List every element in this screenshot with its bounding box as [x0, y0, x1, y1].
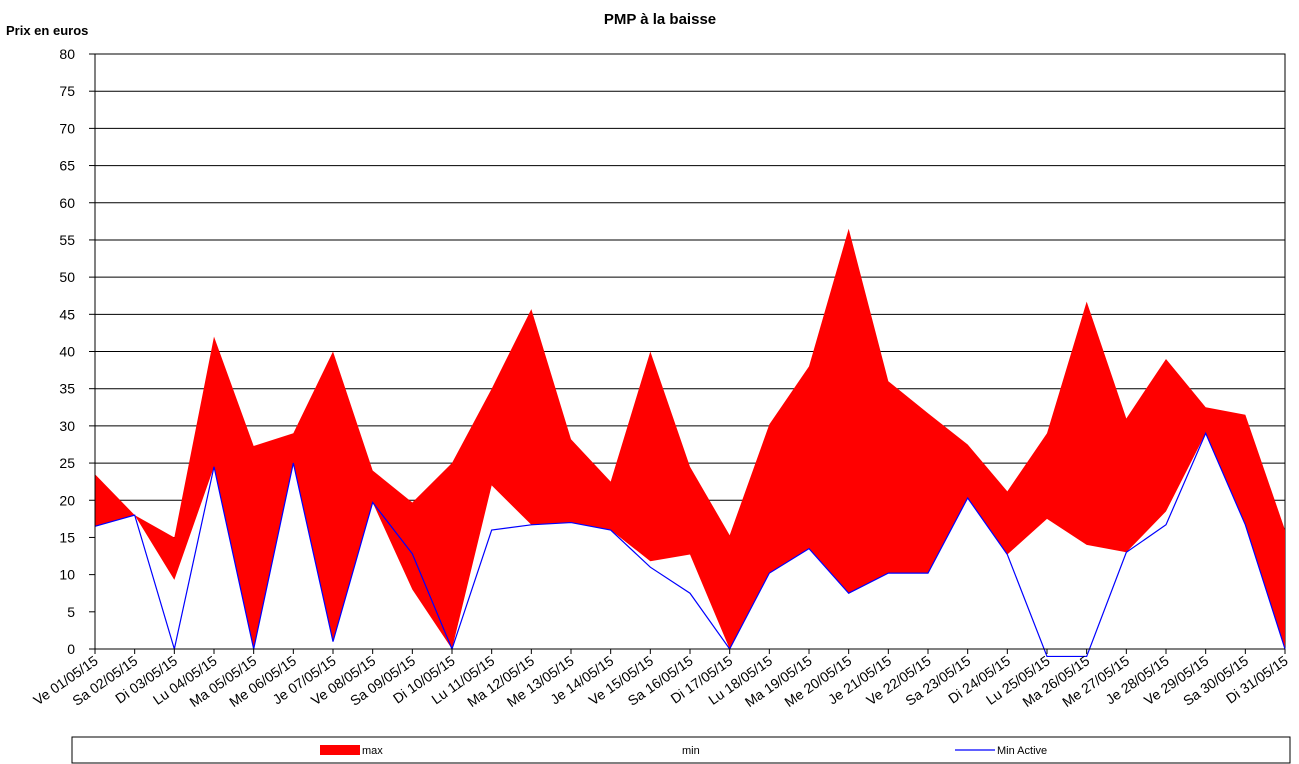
y-tick-label: 25: [59, 455, 75, 471]
legend-label: min: [682, 745, 700, 757]
line: [94, 431, 1286, 658]
y-tick-label: 60: [59, 195, 75, 211]
y-tick-label: 75: [59, 83, 75, 99]
legend-label: Min Active: [997, 745, 1047, 757]
legend-box: [71, 736, 1291, 764]
legend-label: max: [362, 745, 383, 757]
y-tick-label: 55: [59, 232, 75, 248]
area: [95, 433, 1285, 649]
y-tick-label: 35: [59, 381, 75, 397]
y-tick-label: 40: [59, 344, 75, 360]
y-tick-label: 65: [59, 158, 75, 174]
y-axis-title: Prix en euros: [6, 23, 88, 38]
y-tick-label: 80: [59, 46, 75, 62]
chart-title: PMP à la baisse: [604, 11, 716, 28]
y-tick-label: 50: [59, 269, 75, 285]
y-tick-label: 0: [67, 641, 75, 657]
y-tick-label: 45: [59, 306, 75, 322]
y-tick-label: 15: [59, 529, 75, 545]
y-tick-label: 20: [59, 492, 75, 508]
y-tick-label: 30: [59, 418, 75, 434]
y-tick-label: 70: [59, 120, 75, 136]
legend-swatch: [320, 745, 360, 755]
y-tick-label: 5: [67, 604, 75, 620]
legend-swatch: [640, 745, 680, 755]
y-tick-label: 10: [59, 567, 75, 583]
